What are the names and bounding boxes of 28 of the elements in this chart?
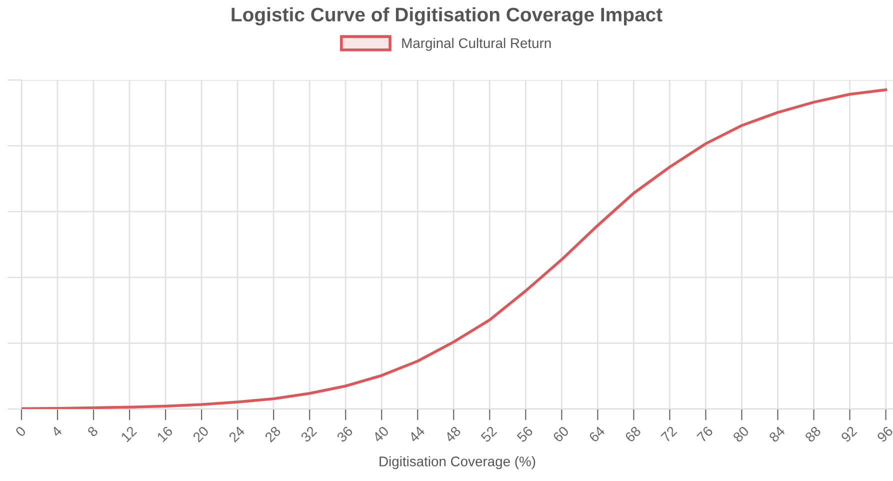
- x-tick-label: 16: [156, 426, 174, 442]
- x-tick-label: 40: [372, 426, 390, 443]
- x-tick-label: 56: [516, 426, 534, 443]
- x-tick-label: 76: [696, 426, 714, 443]
- chart-title: Logistic Curve of Digitisation Coverage Impact: [232, 7, 662, 26]
- x-tick-label: 68: [624, 426, 642, 443]
- x-tick-label: 24: [228, 426, 246, 443]
- x-tick-label: 64: [588, 426, 606, 443]
- x-tick-label: 80: [732, 426, 750, 443]
- x-tick-label: 96: [876, 426, 893, 443]
- x-tick-label: 4: [50, 426, 62, 438]
- x-tick-label: 8: [86, 426, 98, 438]
- x-tick-label: 36: [336, 426, 354, 443]
- x-tick-label: 28: [264, 426, 282, 443]
- x-tick-label: 72: [660, 426, 678, 443]
- x-tick-label: 20: [192, 426, 210, 443]
- x-tick-label: 92: [840, 426, 858, 443]
- x-tick-label: 60: [552, 426, 570, 443]
- x-tick-label: 0: [14, 426, 26, 438]
- x-tick-label: 32: [300, 426, 318, 443]
- x-tick-label: 52: [480, 426, 498, 443]
- x-tick-label: 44: [408, 426, 426, 443]
- legend-label: Marginal Cultural Return: [402, 38, 551, 51]
- x-tick-label: 48: [444, 426, 462, 443]
- x-tick-label: 88: [804, 426, 822, 443]
- x-tick-label: 84: [768, 426, 786, 443]
- x-axis-title: Digitisation Coverage (%): [380, 456, 536, 470]
- x-tick-label: 12: [120, 426, 138, 442]
